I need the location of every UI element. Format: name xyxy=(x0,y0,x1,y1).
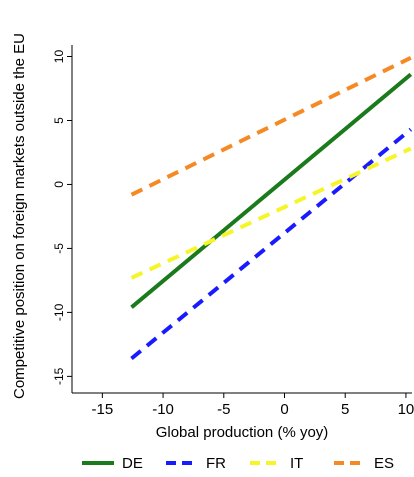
x-tick-label: 0 xyxy=(280,401,288,418)
y-tick-label: -15 xyxy=(52,367,66,385)
plot-area: -15 -10 -5 0 5 10 -15 -10 -5 0 5 10 xyxy=(52,45,414,418)
y-axis-title: Competitive position on foreign markets … xyxy=(11,33,28,399)
x-tick-label: -5 xyxy=(217,401,230,418)
legend-label-fr: FR xyxy=(206,455,226,472)
x-tick-label: 5 xyxy=(341,401,349,418)
y-tick-label: 0 xyxy=(52,181,66,188)
x-tick-label: -10 xyxy=(152,401,174,418)
x-axis-title: Global production (% yoy) xyxy=(156,424,329,441)
series-lines xyxy=(130,56,413,361)
y-axis-ticks: -15 -10 -5 0 5 10 xyxy=(52,50,72,385)
series-line-fr xyxy=(130,127,413,361)
series-line-it xyxy=(130,146,412,280)
y-tick-label: -5 xyxy=(52,243,66,254)
x-tick-label: -15 xyxy=(92,401,114,418)
legend: DE FR IT ES xyxy=(82,455,394,472)
x-axis-ticks: -15 -10 -5 0 5 10 xyxy=(92,393,414,418)
y-tick-label: 5 xyxy=(52,117,66,124)
y-tick-label: -10 xyxy=(52,303,66,321)
series-line-de xyxy=(130,72,413,309)
legend-label-es: ES xyxy=(374,455,394,472)
legend-label-it: IT xyxy=(290,455,303,472)
legend-label-de: DE xyxy=(122,455,143,472)
x-tick-label: 10 xyxy=(398,401,414,418)
y-tick-label: 10 xyxy=(52,50,66,64)
series-line-es xyxy=(130,56,412,197)
